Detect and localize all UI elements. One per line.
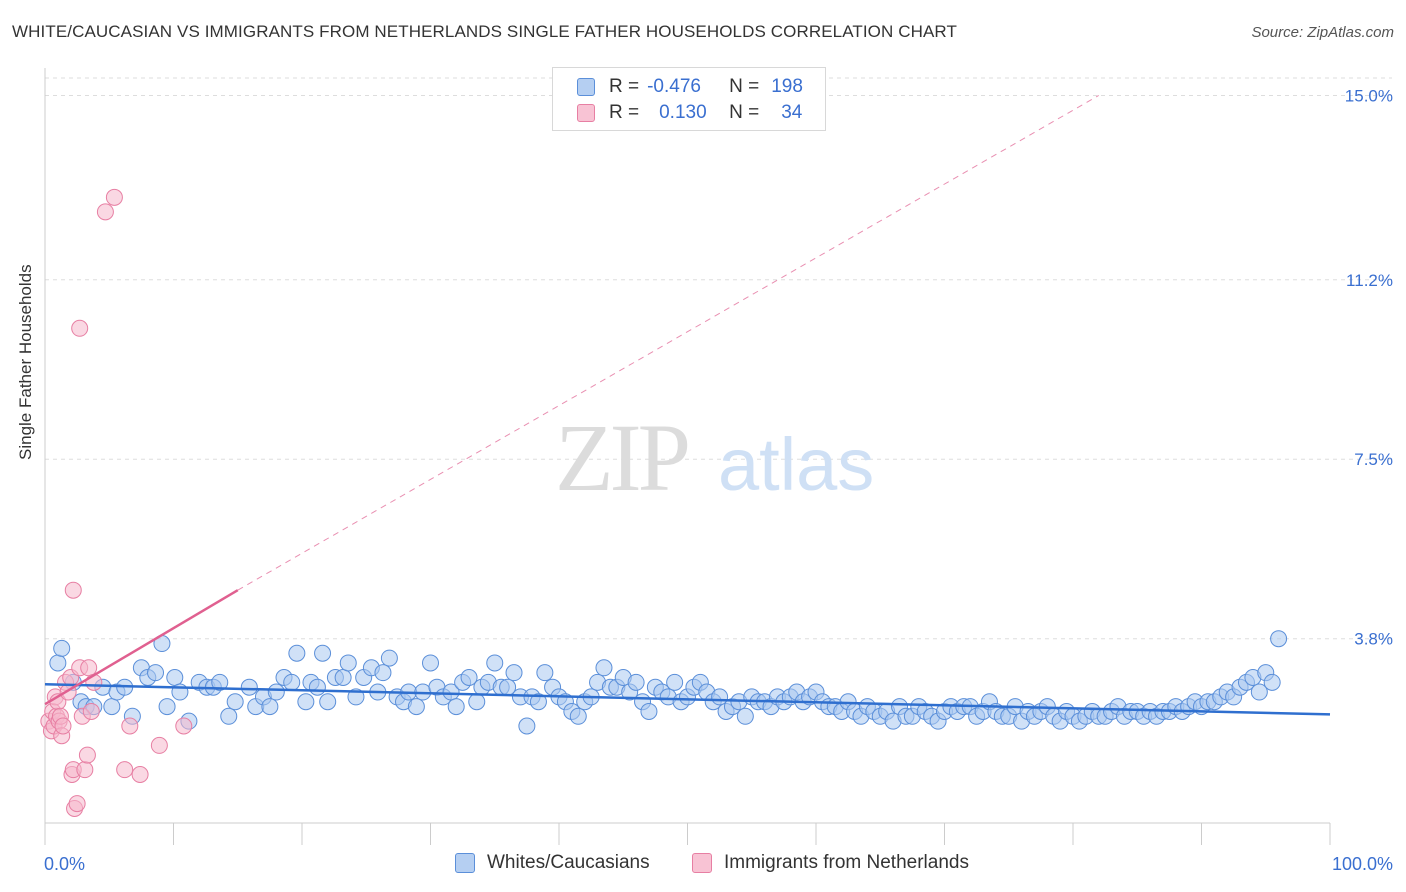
- legend-swatch-pink: [577, 104, 595, 122]
- point-whites-37: [319, 693, 337, 711]
- series-swatch-blue: [455, 853, 475, 873]
- legend-r-label: R =: [609, 102, 640, 123]
- trend-line-whites: [44, 683, 1331, 716]
- point-netherlands-27: [105, 188, 123, 206]
- series-netherlands-points: [40, 188, 193, 817]
- y-tick-label-2: 11.2%: [1346, 271, 1393, 290]
- legend-row-whites: R = -0.476 N = 198: [577, 74, 803, 100]
- point-netherlands-31: [150, 736, 168, 754]
- series-legend-netherlands: Immigrants from Netherlands: [692, 852, 969, 874]
- point-netherlands-21: [76, 761, 94, 779]
- point-whites-59: [468, 693, 486, 711]
- point-whites-79: [595, 659, 613, 677]
- point-whites-67: [518, 717, 536, 735]
- legend-n-value: 34: [781, 102, 803, 123]
- series-whites-points: [49, 630, 1288, 735]
- point-whites-24: [226, 693, 244, 711]
- point-whites-45: [374, 664, 392, 682]
- point-whites-70: [536, 664, 554, 682]
- point-netherlands-30: [131, 765, 149, 783]
- point-whites-32: [288, 644, 306, 662]
- y-tick-label-3: 15.0%: [1345, 86, 1393, 105]
- point-whites-28: [261, 698, 279, 716]
- point-netherlands-15: [64, 581, 82, 599]
- point-netherlands-10: [54, 717, 72, 735]
- point-whites-65: [505, 664, 523, 682]
- series-legend-whites-label: Whites/Caucasians: [487, 852, 650, 873]
- legend-r-value: -0.476: [647, 76, 701, 97]
- grid-lines: [45, 77, 1392, 640]
- point-whites-31: [283, 673, 301, 691]
- point-whites-33: [297, 693, 315, 711]
- correlation-legend: R = -0.476 N = 198 R = 0.130 N = 34: [552, 67, 826, 131]
- point-netherlands-17: [68, 795, 86, 813]
- point-whites-58: [460, 668, 478, 686]
- series-legend: Whites/Caucasians Immigrants from Nether…: [0, 852, 1406, 876]
- chart-title: WHITE/CAUCASIAN VS IMMIGRANTS FROM NETHE…: [12, 22, 957, 41]
- point-netherlands-32: [175, 717, 193, 735]
- point-whites-184: [1270, 630, 1288, 648]
- point-whites-0: [49, 654, 67, 672]
- legend-n-value: 198: [771, 76, 803, 97]
- legend-r-label: R =: [609, 76, 640, 97]
- trend-lines: [44, 95, 1331, 716]
- series-legend-netherlands-label: Immigrants from Netherlands: [724, 852, 969, 873]
- point-whites-90: [666, 673, 684, 691]
- point-whites-46: [380, 649, 398, 667]
- point-whites-15: [158, 698, 176, 716]
- watermark-zip: ZIP: [555, 404, 688, 511]
- y-axis-label: Single Father Households: [16, 264, 35, 460]
- point-whites-86: [640, 702, 658, 720]
- point-whites-7: [103, 698, 121, 716]
- point-netherlands-28: [116, 761, 134, 779]
- trend-line-netherlands: [44, 589, 239, 706]
- point-netherlands-29: [121, 717, 139, 735]
- point-whites-62: [486, 654, 504, 672]
- point-netherlands-25: [71, 319, 89, 337]
- point-whites-181: [1250, 683, 1268, 701]
- point-whites-29: [267, 683, 285, 701]
- trend-line-netherlands-extension: [237, 95, 1099, 591]
- tick-labels: 3.8% 7.5% 11.2% 15.0% 0.0% 100.0%: [44, 86, 1393, 874]
- point-netherlands-23: [80, 659, 98, 677]
- point-whites-56: [447, 698, 465, 716]
- point-whites-35: [308, 678, 326, 696]
- point-whites-75: [569, 707, 587, 725]
- legend-swatch-blue: [577, 78, 595, 96]
- point-whites-183: [1263, 673, 1281, 691]
- legend-r-value: 0.130: [659, 102, 707, 123]
- legend-n-label: N =: [729, 76, 760, 97]
- point-whites-101: [736, 707, 754, 725]
- x-tick-label-min: 0.0%: [44, 854, 85, 874]
- point-whites-25: [240, 678, 258, 696]
- series-legend-whites: Whites/Caucasians: [455, 852, 650, 874]
- x-tick-label-max: 100.0%: [1332, 854, 1393, 874]
- point-whites-39: [334, 668, 352, 686]
- point-netherlands-24: [82, 702, 100, 720]
- point-whites-1: [53, 639, 71, 657]
- point-whites-23: [220, 707, 238, 725]
- y-tick-label-1: 7.5%: [1354, 450, 1393, 469]
- point-whites-84: [627, 673, 645, 691]
- point-whites-13: [147, 664, 165, 682]
- point-netherlands-26: [96, 203, 114, 221]
- axes: [44, 68, 1331, 845]
- point-whites-22: [211, 673, 229, 691]
- point-whites-50: [407, 698, 425, 716]
- legend-row-netherlands: R = 0.130 N = 34: [577, 100, 802, 126]
- point-whites-36: [314, 644, 332, 662]
- legend-n-label: N =: [729, 102, 760, 123]
- point-netherlands-22: [78, 746, 96, 764]
- point-whites-69: [529, 693, 547, 711]
- y-tick-label-0: 3.8%: [1354, 630, 1393, 649]
- point-whites-16: [166, 668, 184, 686]
- watermark: ZIP atlas: [555, 404, 874, 511]
- point-whites-52: [422, 654, 439, 672]
- series-swatch-pink: [692, 853, 712, 873]
- source-label: Source: ZipAtlas.com: [1251, 24, 1394, 41]
- point-whites-40: [339, 654, 357, 672]
- watermark-atlas: atlas: [718, 423, 874, 506]
